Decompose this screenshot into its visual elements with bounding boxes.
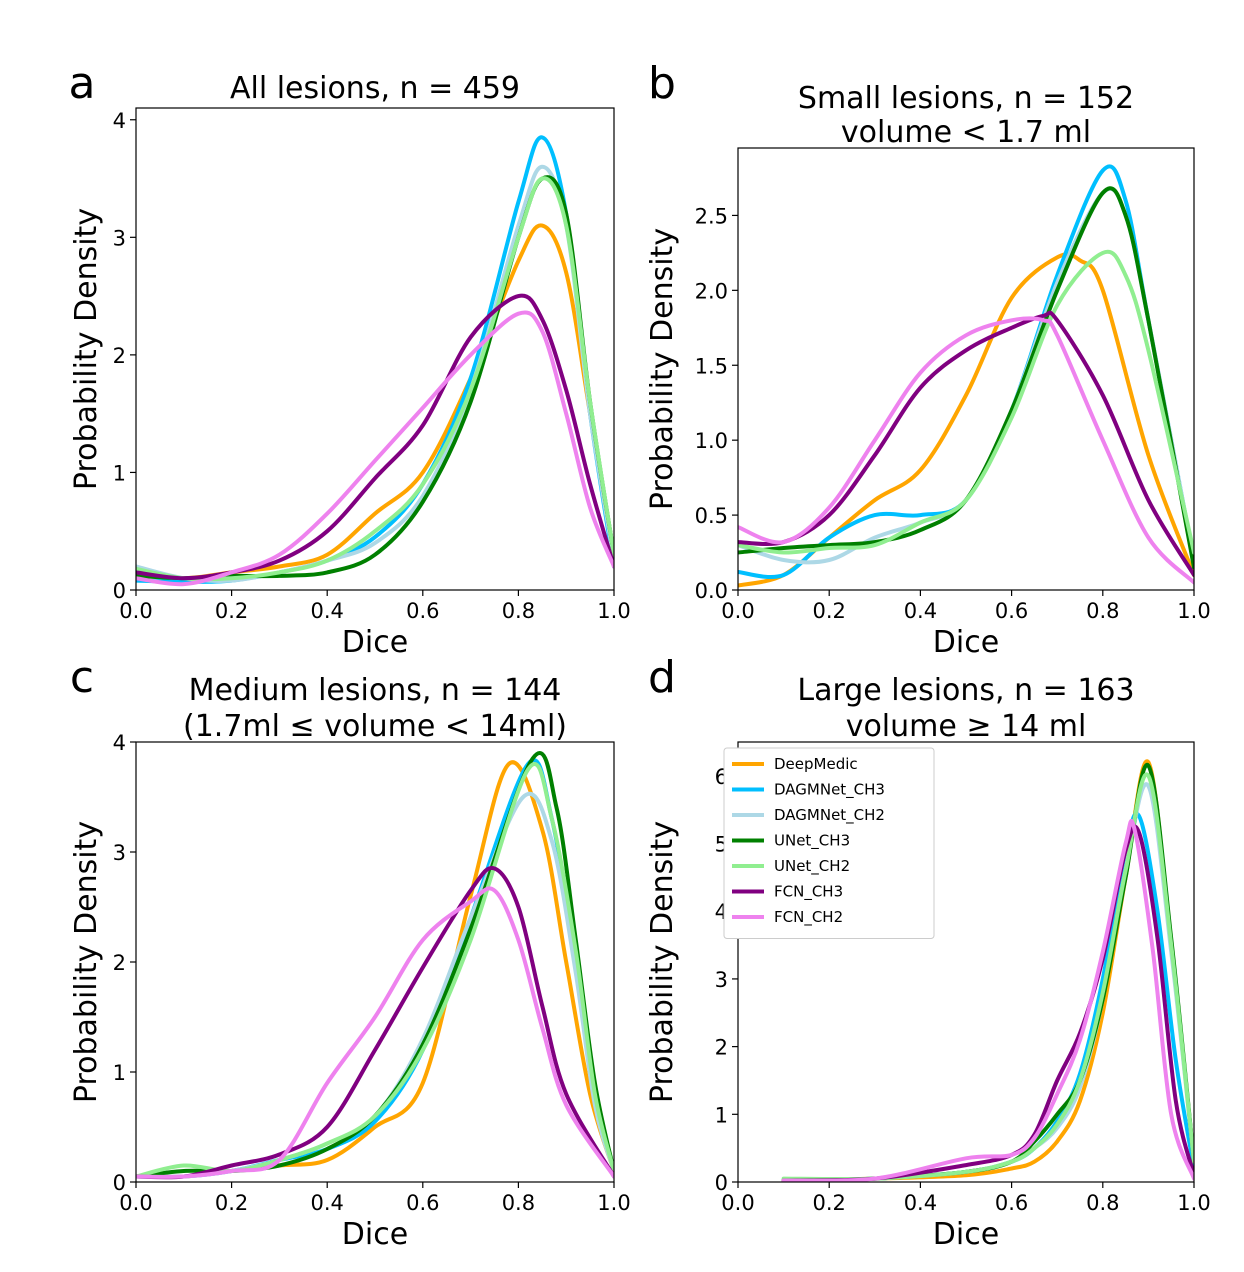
- x-axis-label: Dice: [342, 625, 408, 660]
- x-tick-label: 1.0: [1177, 599, 1210, 623]
- y-axis-label: Probability Density: [69, 821, 104, 1103]
- y-tick-label: 2: [113, 951, 126, 975]
- x-tick-label: 1.0: [597, 1191, 630, 1215]
- y-tick-label: 1: [715, 1103, 728, 1127]
- plot-frame: [135, 107, 615, 591]
- x-tick-label: 0.8: [502, 599, 535, 623]
- x-tick-label: 0.4: [904, 1191, 937, 1215]
- x-axis-label: Dice: [933, 625, 999, 660]
- series-line-unet-ch2: [738, 249, 1194, 555]
- y-axis-label: Probability Density: [645, 821, 680, 1103]
- y-tick-label: 2: [715, 1036, 728, 1060]
- series-line-deepmedic: [738, 252, 1194, 588]
- y-tick-label: 2.0: [695, 279, 728, 303]
- series-line-unet-ch2: [781, 772, 1194, 1182]
- legend-label: UNet_CH3: [774, 832, 850, 851]
- panel-letter: b: [648, 58, 676, 109]
- series-line-unet-ch3: [136, 175, 614, 581]
- x-tick-label: 0.4: [904, 599, 937, 623]
- chart-title: All lesions, n = 459: [230, 71, 520, 106]
- y-tick-label: 3: [113, 226, 126, 250]
- x-tick-label: 1.0: [1177, 1191, 1210, 1215]
- y-tick-label: 2: [113, 344, 126, 368]
- series-line-unet-ch3: [738, 186, 1194, 570]
- x-tick-label: 0.6: [406, 599, 439, 623]
- legend-label: DAGMNet_CH3: [774, 781, 885, 800]
- panel-letter: d: [648, 652, 676, 703]
- panel-letter: a: [69, 58, 96, 109]
- chart-subtitle: volume < 1.7 ml: [841, 115, 1091, 150]
- series-line-fcn-ch2: [136, 886, 614, 1179]
- series-line-fcn-ch2: [781, 818, 1194, 1182]
- series-group: [781, 759, 1194, 1182]
- x-axis-label: Dice: [342, 1217, 408, 1252]
- chart-title: Small lesions, n = 152: [798, 81, 1134, 116]
- x-tick-label: 0.0: [119, 1191, 152, 1215]
- x-tick-label: 0.8: [502, 1191, 535, 1215]
- x-tick-label: 0.8: [1086, 599, 1119, 623]
- series-line-fcn-ch2: [136, 310, 614, 587]
- legend-label: DAGMNet_CH2: [774, 806, 885, 825]
- panel-a: a All lesions, n = 459 0.0 0.2 0.4 0.6 0.8 1.0 0…: [69, 58, 631, 660]
- y-tick-label: 0: [113, 1171, 126, 1195]
- y-tick-label: 0: [715, 1171, 728, 1195]
- y-axis-label: Probability Density: [69, 208, 104, 490]
- x-tick-label: 0.0: [721, 599, 754, 623]
- x-tick-label: 0.6: [995, 599, 1028, 623]
- y-tick-label: 3: [113, 841, 126, 865]
- series-line-dagmnet-ch2: [136, 164, 614, 583]
- chart-subtitle: volume ≥ 14 ml: [846, 709, 1087, 744]
- y-tick-label: 1.0: [695, 429, 728, 453]
- x-tick-label: 0.6: [406, 1191, 439, 1215]
- y-axis-label: Probability Density: [645, 228, 680, 510]
- legend-label: FCN_CH3: [774, 883, 843, 902]
- chart-subtitle: (1.7ml ≤ volume < 14ml): [183, 709, 567, 744]
- series-group: [738, 164, 1194, 588]
- series-line-fcn-ch3: [738, 310, 1194, 577]
- series-line-unet-ch2: [136, 176, 614, 582]
- x-tick-label: 0.0: [119, 599, 152, 623]
- x-tick-label: 0.2: [812, 599, 845, 623]
- x-tick-label: 0.4: [310, 1191, 343, 1215]
- panel-c: c Medium lesions, n = 144(1.7ml ≤ volume …: [69, 652, 631, 1252]
- chart-title: Medium lesions, n = 144: [189, 673, 562, 708]
- panel-letter: c: [70, 652, 94, 703]
- series-group: [136, 750, 614, 1180]
- y-tick-label: 1.5: [695, 354, 728, 378]
- x-tick-label: 0.0: [721, 1191, 754, 1215]
- series-line-deepmedic: [136, 223, 614, 581]
- y-tick-label: 0.5: [695, 504, 728, 528]
- legend-label: UNet_CH2: [774, 857, 850, 876]
- y-tick-label: 0.0: [695, 579, 728, 603]
- series-line-fcn-ch3: [136, 866, 614, 1180]
- y-tick-label: 1: [113, 461, 126, 485]
- y-tick-label: 4: [113, 109, 126, 133]
- y-tick-label: 4: [113, 731, 126, 755]
- y-tick-label: 0: [113, 579, 126, 603]
- y-tick-label: 2.5: [695, 204, 728, 228]
- plot-frame: [737, 741, 1195, 1183]
- x-tick-label: 0.2: [215, 599, 248, 623]
- x-tick-label: 0.6: [995, 1191, 1028, 1215]
- x-tick-label: 0.2: [812, 1191, 845, 1215]
- x-tick-label: 1.0: [597, 599, 630, 623]
- x-axis-label: Dice: [933, 1217, 999, 1252]
- legend: DeepMedic DAGMNet_CH3 DAGMNet_CH2 UNet_CH3 U…: [723, 747, 935, 939]
- series-group: [136, 135, 614, 587]
- legend-label: DeepMedic: [774, 755, 858, 773]
- x-tick-label: 0.2: [215, 1191, 248, 1215]
- x-tick-label: 0.8: [1086, 1191, 1119, 1215]
- chart-title: Large lesions, n = 163: [797, 673, 1134, 708]
- legend-box: [723, 747, 935, 939]
- legend-label: FCN_CH2: [774, 908, 843, 927]
- x-tick-label: 0.4: [310, 599, 343, 623]
- series-line-fcn-ch2: [738, 316, 1194, 585]
- y-tick-label: 3: [715, 968, 728, 992]
- y-tick-label: 1: [113, 1061, 126, 1085]
- plot-frame: [737, 147, 1195, 591]
